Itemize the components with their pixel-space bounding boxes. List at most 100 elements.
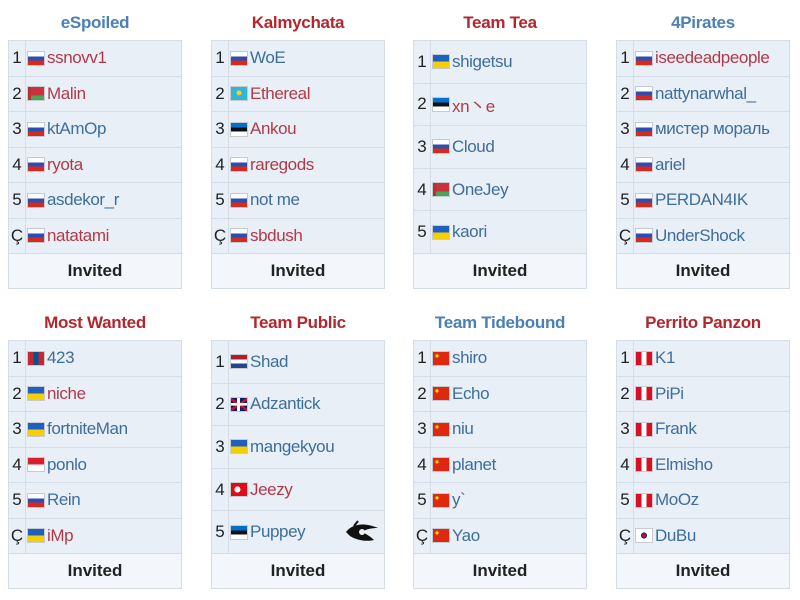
player-name-link[interactable]: Malin <box>47 83 86 103</box>
player-name-link[interactable]: MoOz <box>655 490 699 510</box>
player-position: 4 <box>212 468 229 511</box>
player-row: 4 Jeezy <box>212 468 384 512</box>
player-position: 1 <box>212 41 229 76</box>
flag-ua-icon <box>433 225 449 239</box>
team-card: eSpoiled 1 ssnovv1 2 Malin 3 ktAmOp 4 ry… <box>8 0 182 289</box>
player-name-link[interactable]: shigetsu <box>452 51 513 71</box>
player-name-link[interactable]: ssnovv1 <box>47 48 107 68</box>
player-name-link[interactable]: Elmisho <box>655 454 713 474</box>
player-name-link[interactable]: Puppey <box>250 522 306 542</box>
player-name-link[interactable]: niche <box>47 383 86 403</box>
player-name-link[interactable]: kaori <box>452 222 487 242</box>
flag-pe-icon <box>636 387 652 401</box>
player-name-link[interactable]: DuBu <box>655 525 696 545</box>
player-name-link[interactable]: nattynarwhal_ <box>655 83 756 103</box>
player-name-link[interactable]: Ankou <box>250 119 297 139</box>
team-card: Team Tidebound 1 shiro 2 Echo 3 niu 4 pl… <box>413 300 587 589</box>
flag-ru-icon <box>231 51 247 65</box>
flag-ru-icon <box>636 51 652 65</box>
team-name-link[interactable]: Team Public <box>250 313 346 332</box>
player-position: 5 <box>212 183 229 218</box>
player-name-link[interactable]: sbdush <box>250 225 303 245</box>
player-name-link[interactable]: WoE <box>250 48 286 68</box>
player-name-link[interactable]: PERDAN4IK <box>655 190 748 210</box>
team-name-link[interactable]: 4Pirates <box>671 13 735 32</box>
player-position: 5 <box>617 483 634 518</box>
player-name-link[interactable]: Frank <box>655 419 697 439</box>
team-name-link[interactable]: eSpoiled <box>60 13 130 32</box>
player-name-link[interactable]: Shad <box>250 351 289 371</box>
team-name-link[interactable]: Perrito Panzon <box>645 313 761 332</box>
flag-ru-icon <box>636 158 652 172</box>
player-name-link[interactable]: Ethereal <box>250 83 311 103</box>
player-name-link[interactable]: K1 <box>655 348 675 368</box>
flag-ru-icon <box>636 87 652 101</box>
team-name-link[interactable]: Kalmychata <box>251 13 345 32</box>
flag-by-icon <box>28 87 44 101</box>
player-position: Ç <box>617 218 634 253</box>
flag-ru-icon <box>636 193 652 207</box>
player-name-link[interactable]: mangekyou <box>250 436 335 456</box>
flag-by-icon <box>433 183 449 197</box>
player-name-link[interactable]: planet <box>452 454 496 474</box>
team-secret-logo-icon <box>346 520 378 541</box>
player-position: Ç <box>9 518 26 553</box>
player-position: Ç <box>212 218 229 253</box>
player-name-link[interactable]: ponlo <box>47 454 87 474</box>
player-name-link[interactable]: Yao <box>452 525 480 545</box>
player-name-link[interactable]: Cloud <box>452 136 495 156</box>
player-position: 4 <box>212 147 229 182</box>
player-name-link[interactable]: asdekor_r <box>47 190 119 210</box>
player-name-link[interactable]: iseedeadpeople <box>655 48 770 68</box>
player-name-link[interactable]: ktAmOp <box>47 119 107 139</box>
player-row: 4 ryota <box>9 147 181 183</box>
player-name-link[interactable]: Rein <box>47 490 81 510</box>
player-name-link[interactable]: UnderShock <box>655 225 745 245</box>
roster-table: 1 423 2 niche 3 fortniteMan 4 ponlo 5 Re… <box>8 340 182 589</box>
player-row: 5 asdekor_r <box>9 183 181 219</box>
player-name-link[interactable]: Echo <box>452 383 490 403</box>
player-row: 2 Ethereal <box>212 76 384 112</box>
flag-ru-icon <box>231 229 247 243</box>
player-name-link[interactable]: Adzantick <box>250 394 321 414</box>
player-position: 3 <box>9 112 26 147</box>
player-name-link[interactable]: xn丶e <box>452 96 495 116</box>
player-name-link[interactable]: мистер мораль <box>655 119 770 139</box>
flag-cn-icon <box>433 493 449 507</box>
flag-tr-icon <box>231 483 247 497</box>
player-name-link[interactable]: PiPi <box>655 383 684 403</box>
player-position: 1 <box>212 341 229 383</box>
team-card: Perrito Panzon 1 K1 2 PiPi 3 Frank 4 Elm… <box>616 300 790 589</box>
player-name-link[interactable]: fortniteMan <box>47 419 128 439</box>
player-position: 5 <box>414 211 431 253</box>
player-name-link[interactable]: OneJey <box>452 179 509 199</box>
player-name-link[interactable]: Jeezy <box>250 479 293 499</box>
player-name-link[interactable]: 423 <box>47 348 75 368</box>
player-position: 5 <box>9 483 26 518</box>
team-name-link[interactable]: Team Tea <box>463 13 537 32</box>
team-name-link[interactable]: Team Tidebound <box>434 313 566 332</box>
player-position: 1 <box>414 341 431 376</box>
player-name-link[interactable]: shiro <box>452 348 487 368</box>
player-position: 2 <box>617 376 634 411</box>
player-name-link[interactable]: iMp <box>47 525 74 545</box>
player-position: 3 <box>617 412 634 447</box>
roster-table: 1 Shad 2 Adzantick 3 mangekyou 4 Jeezy 5… <box>211 340 385 589</box>
player-name-link[interactable]: ariel <box>655 154 686 174</box>
player-name-link[interactable]: natatami <box>47 225 110 245</box>
player-position: 2 <box>212 76 229 111</box>
player-row: 3 mangekyou <box>212 426 384 469</box>
player-name-link[interactable]: ryota <box>47 154 83 174</box>
player-name-link[interactable]: y` <box>452 490 466 510</box>
player-position: Ç <box>9 218 26 253</box>
flag-pe-icon <box>636 422 652 436</box>
player-row: 5 Puppey <box>212 511 384 554</box>
player-position: 4 <box>414 447 431 482</box>
player-name-link[interactable]: not me <box>250 190 300 210</box>
player-name-link[interactable]: raregods <box>250 154 314 174</box>
player-position: 3 <box>9 412 26 447</box>
flag-cn-icon <box>433 387 449 401</box>
team-name-link[interactable]: Most Wanted <box>44 313 146 332</box>
player-name-link[interactable]: niu <box>452 419 474 439</box>
player-row: 1 ssnovv1 <box>9 41 181 77</box>
